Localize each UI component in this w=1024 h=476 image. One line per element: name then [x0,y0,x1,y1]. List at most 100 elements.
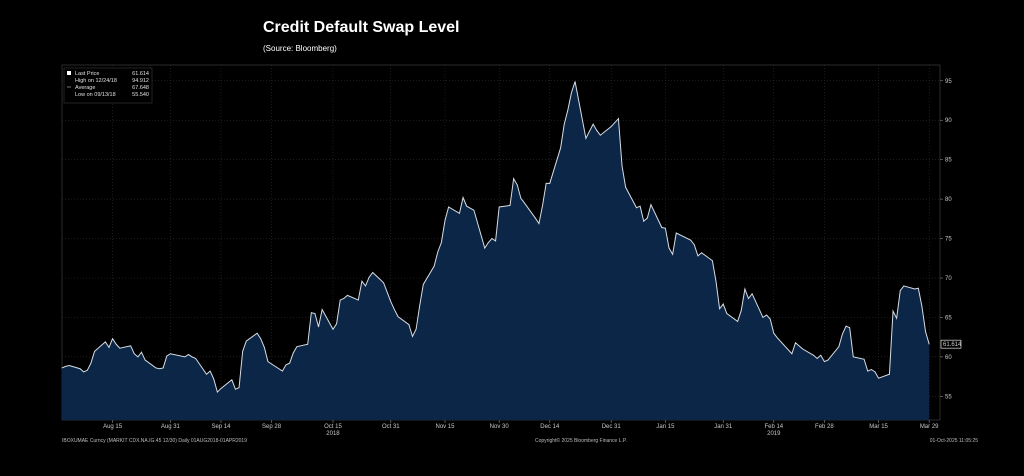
data-point [661,227,663,228]
data-point [339,299,341,301]
data-point [592,123,594,125]
x-tick-label: Feb 14 [764,424,783,430]
x-tick-label: Mar 29 [920,424,939,430]
data-point [849,327,851,329]
data-point [188,354,189,355]
data-point [79,368,81,370]
data-point [314,313,316,314]
footer-timestamp: 01-Oct-2025 11:05:25 [930,438,978,444]
y-tick-label: 60 [945,355,952,361]
legend-label-average: Average [75,85,95,91]
data-point [599,134,601,136]
legend-value-average: 67.648 [132,85,149,91]
data-point [162,367,164,369]
data-point [650,204,652,206]
data-point [90,362,92,364]
y-tick-label: 85 [945,158,952,164]
data-point [845,325,847,327]
data-point [585,137,587,139]
data-point [509,205,511,206]
data-point [115,343,117,345]
data-point [65,365,67,367]
data-point [191,356,193,358]
data-point [816,358,818,359]
x-tick-label: Jan 31 [714,424,733,430]
x-tick-label: Mar 15 [869,424,888,430]
data-point [823,361,825,363]
data-point [693,244,695,246]
legend-label-low: Low on 09/13/18 [75,92,116,98]
data-point [719,308,720,310]
data-point [206,373,207,375]
data-point [737,320,739,322]
data-point [896,317,898,319]
data-point [722,303,724,305]
data-point [383,282,384,284]
data-point [744,288,746,290]
data-point [838,346,840,348]
data-point [928,343,930,345]
y-tick-label: 65 [945,315,952,321]
data-point [419,305,421,307]
data-point [610,126,612,127]
legend-value-low: 55.540 [132,92,149,98]
x-tick-label: Dec 14 [540,424,560,430]
data-point [563,123,565,125]
data-point [899,290,901,292]
y-tick-label: 90 [945,118,952,124]
data-point [842,333,843,335]
last-price-tag-box [940,339,962,349]
data-point [711,260,713,262]
data-point [220,388,222,389]
data-point [433,265,435,267]
legend: Last Price 61.614 High on 12/24/18 94.91… [63,67,153,104]
data-point [209,370,211,372]
data-point [245,340,247,342]
data-point [473,209,475,211]
data-point [820,354,822,356]
data-point [618,118,619,120]
data-point [498,206,500,208]
data-point [748,298,749,299]
data-point [878,377,879,379]
data-point [852,356,854,358]
footer-security: IBOXUMAE Curncy (MARKIT CDX.NA.IG.45 12/… [62,438,247,444]
data-point [372,272,374,273]
data-point [292,352,294,354]
data-point [466,205,468,207]
data-point [86,369,88,371]
y-tick-label: 75 [945,237,952,243]
data-point [534,217,536,219]
data-point [422,283,424,285]
data-point [766,314,767,316]
data-point [336,323,337,325]
data-point [289,362,291,364]
data-point [318,326,319,328]
data-point [386,291,388,293]
data-point [184,356,186,358]
data-point [672,253,674,255]
data-point [144,359,146,361]
data-point [213,378,215,380]
data-point [870,369,872,370]
data-point [332,328,334,330]
data-point [130,345,132,347]
data-point [195,358,197,359]
data-point [675,232,677,234]
last-price-tag: 61.614 [940,339,962,349]
data-point [643,220,645,222]
data-point [397,316,399,318]
data-point [545,182,547,184]
legend-label-high: High on 12/24/18 [75,78,117,84]
data-point [112,338,113,340]
x-tick-label: Jan 15 [656,424,675,430]
data-point [524,202,525,204]
data-point [740,309,742,311]
data-point [321,309,323,310]
data-point [574,81,576,82]
data-point [170,353,171,355]
data-point [94,350,95,352]
data-point [242,350,244,352]
data-point [762,317,764,318]
